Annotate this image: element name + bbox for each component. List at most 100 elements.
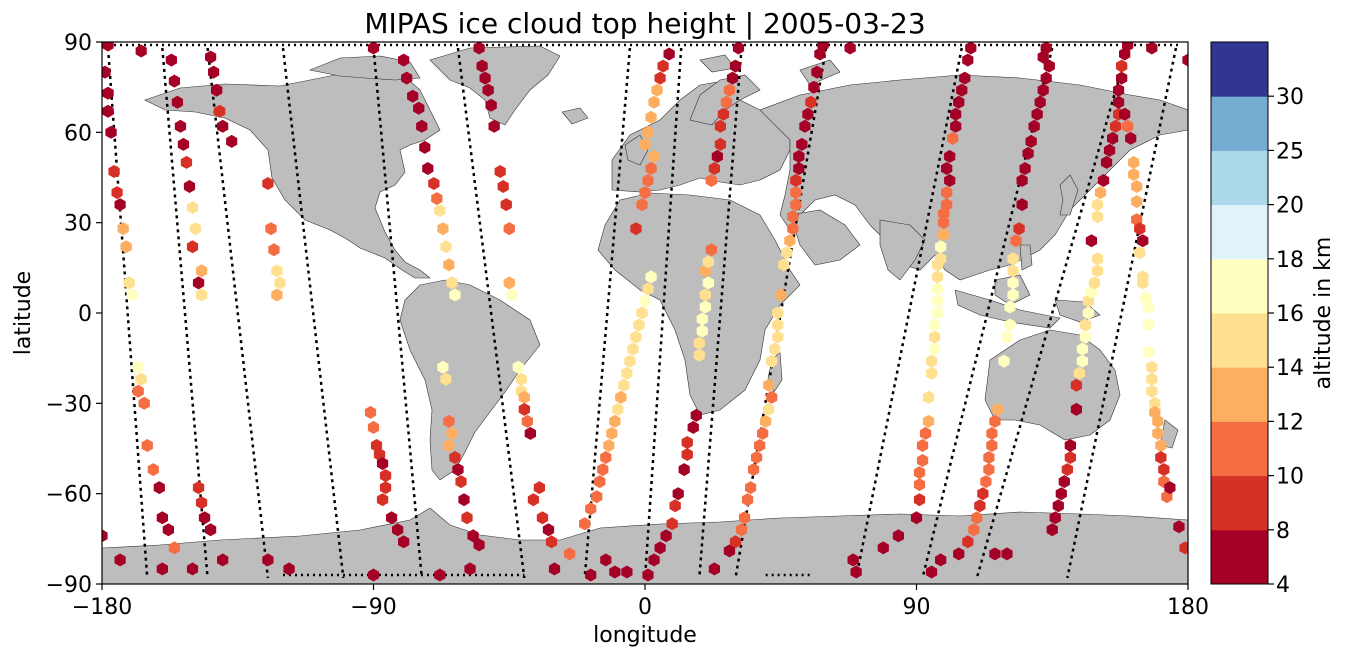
cloud-point	[639, 186, 651, 200]
cloud-point	[648, 95, 660, 109]
cloud-point	[1007, 276, 1019, 290]
cloud-point	[741, 493, 754, 507]
cloud-point	[669, 499, 681, 513]
cloud-point	[135, 44, 147, 58]
cloud-point	[787, 222, 799, 236]
cloud-point	[1034, 95, 1046, 109]
cloud-point	[723, 544, 736, 558]
x-tick-label: 180	[1167, 595, 1209, 620]
cloud-point	[518, 390, 530, 404]
cloud-point	[467, 529, 479, 543]
cloud-point	[186, 201, 199, 215]
cloud-point	[1143, 318, 1155, 332]
cloud-point	[476, 59, 488, 73]
cloud-point	[386, 511, 398, 525]
cloud-point	[941, 186, 953, 200]
cloud-point	[932, 282, 944, 296]
cloud-point	[702, 255, 714, 269]
y-tick-label: 90	[64, 31, 92, 56]
cloud-point	[1113, 83, 1125, 97]
cloud-point	[729, 59, 742, 73]
track-line	[456, 47, 526, 579]
cloud-point	[971, 511, 983, 525]
cloud-point	[1064, 451, 1076, 464]
cloud-point	[413, 101, 425, 115]
cloud-point	[793, 162, 805, 175]
cloud-point	[503, 222, 515, 236]
cloud-point	[1091, 252, 1104, 266]
cloud-point	[364, 405, 377, 419]
cloud-point	[729, 535, 742, 549]
cloud-point	[443, 414, 455, 428]
cloud-point	[171, 95, 183, 109]
cloud-point	[123, 276, 135, 290]
cloud-point	[392, 523, 404, 537]
cloud-point	[208, 65, 220, 79]
cloud-point	[817, 42, 829, 52]
cloud-point	[714, 119, 726, 133]
cloud-point	[916, 454, 929, 467]
track-line	[206, 47, 270, 579]
cloud-point	[621, 366, 633, 380]
cloud-point	[1085, 234, 1098, 248]
cloud-point	[953, 547, 965, 561]
cloud-point	[195, 496, 208, 510]
track-line	[643, 47, 683, 579]
cloud-point	[642, 282, 654, 296]
cloud-point	[693, 348, 705, 362]
cloud-point	[922, 390, 935, 404]
cloud-point	[892, 529, 904, 543]
cloud-point	[548, 562, 561, 576]
cloud-point	[434, 568, 446, 582]
cloud-point	[926, 366, 938, 380]
cloud-point	[211, 83, 223, 97]
cloud-point	[726, 71, 739, 85]
cloud-point	[1040, 42, 1052, 55]
cloud-point	[654, 541, 666, 555]
cloud-point	[1058, 475, 1070, 489]
cloud-point	[844, 42, 856, 55]
cloud-point	[440, 240, 452, 254]
cloud-point	[1022, 146, 1034, 160]
colorbar-tick-label: 10	[1276, 465, 1304, 490]
cloud-point	[793, 149, 805, 163]
cloud-point	[174, 119, 187, 133]
cloud-point	[648, 149, 660, 163]
land-asia	[759, 74, 1188, 281]
y-tick-label: 60	[64, 121, 92, 146]
cloud-point	[265, 222, 277, 236]
cloud-point	[1019, 162, 1031, 175]
cloud-point	[1152, 414, 1164, 428]
cloud-point	[1116, 71, 1128, 85]
cloud-point	[401, 71, 413, 85]
cloud-point	[585, 502, 597, 516]
cloud-point	[449, 288, 461, 302]
cloud-point	[699, 300, 711, 314]
cloud-point	[630, 330, 642, 344]
colorbar-bin	[1211, 150, 1268, 206]
cloud-point	[763, 402, 775, 416]
cloud-point	[639, 294, 651, 308]
cloud-point	[720, 95, 733, 109]
y-tick-label: 30	[64, 212, 92, 237]
cloud-point	[192, 276, 205, 290]
cloud-point	[1007, 288, 1019, 302]
cloud-point	[926, 565, 938, 579]
cloud-point	[754, 439, 766, 452]
cloud-point	[1097, 174, 1110, 187]
cloud-point	[192, 481, 205, 495]
cloud-point	[153, 481, 165, 495]
cloud-point	[618, 378, 630, 392]
cloud-point	[633, 318, 645, 332]
cloud-point	[877, 541, 889, 555]
cloud-point	[367, 420, 380, 434]
colorbar-tick-label: 20	[1276, 194, 1304, 219]
x-tick-label: −180	[72, 595, 132, 620]
x-tick-label: −90	[350, 595, 396, 620]
cloud-point	[947, 131, 959, 145]
cloud-point	[183, 180, 196, 193]
cloud-point	[1103, 143, 1116, 157]
cloud-point	[1100, 155, 1113, 169]
cloud-point	[935, 240, 947, 254]
cloud-point	[105, 125, 117, 139]
